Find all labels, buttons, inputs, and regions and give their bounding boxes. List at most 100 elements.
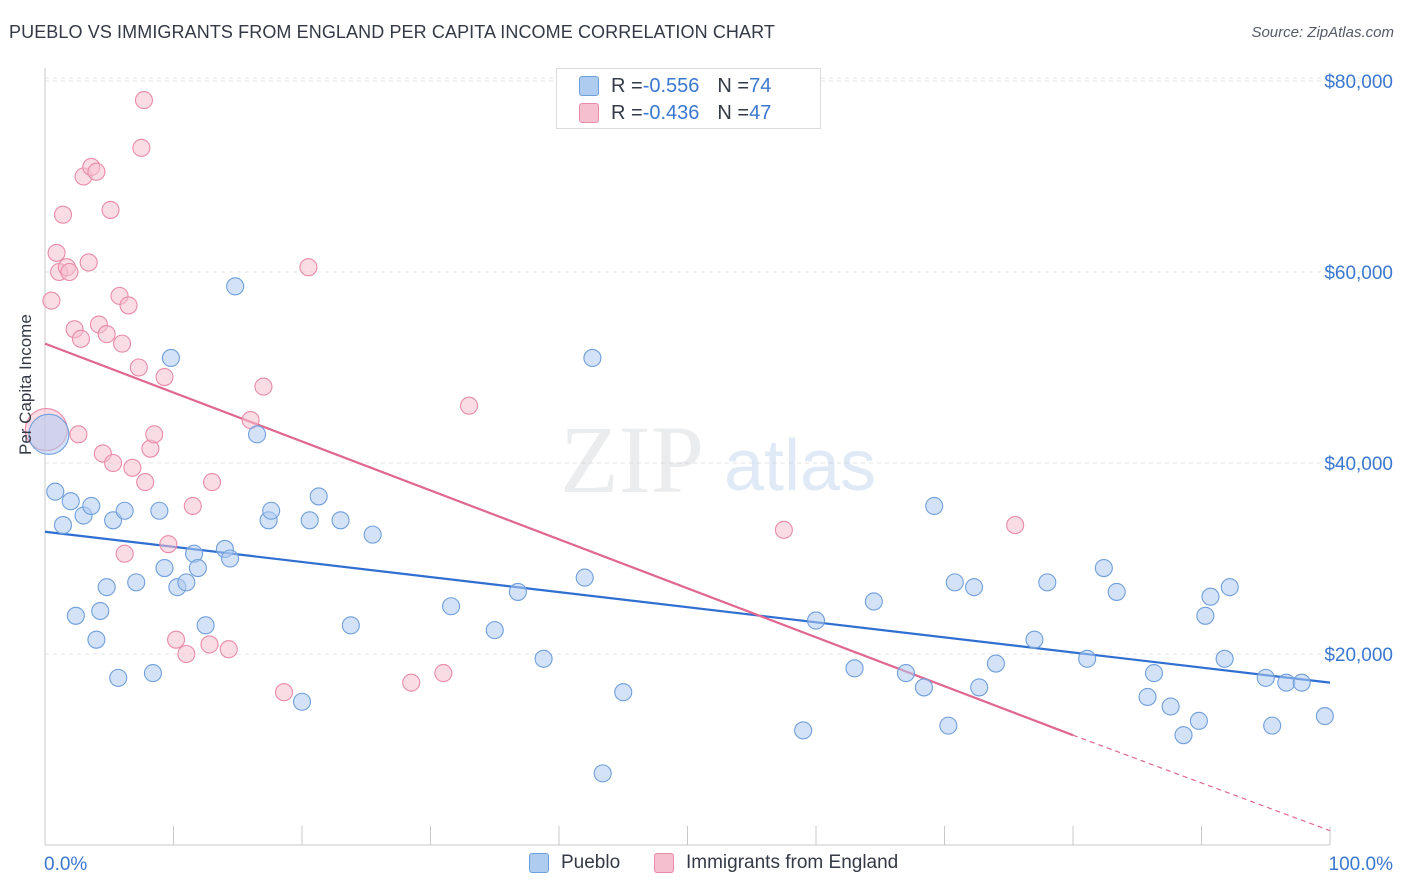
england-point: [69, 425, 88, 444]
pueblo-point: [593, 764, 612, 783]
pueblo-point: [1174, 726, 1193, 745]
pueblo-point: [53, 516, 73, 535]
pueblo-point: [1263, 716, 1282, 735]
pueblo-point: [1292, 673, 1311, 692]
pueblo-point: [1094, 558, 1113, 578]
pueblo-point: [66, 606, 85, 625]
legend-swatch-pink: [579, 103, 599, 123]
england-trend-extension: [1072, 734, 1331, 832]
pueblo-point: [91, 601, 110, 621]
pueblo-point: [196, 616, 215, 635]
legend-r-label: R =: [611, 101, 643, 124]
england-point: [134, 91, 153, 110]
england-point: [299, 258, 318, 277]
england-point: [97, 325, 116, 344]
england-point: [1006, 516, 1025, 535]
pueblo-point: [986, 654, 1005, 673]
legend-label-england: Immigrants from England: [686, 852, 899, 873]
england-trend-line: [44, 342, 1074, 737]
legend-n-label: N =: [717, 101, 750, 124]
pueblo-point: [155, 558, 174, 578]
legend-item-england[interactable]: Immigrants from England: [654, 852, 898, 874]
pueblo-point: [1038, 573, 1057, 592]
pueblo-point: [794, 721, 813, 740]
pueblo-point: [925, 496, 944, 516]
grid-lines: [45, 77, 1392, 655]
watermark-zip: ZIP: [560, 406, 704, 513]
pueblo-point: [1189, 711, 1208, 730]
england-point: [136, 473, 155, 492]
chart-title: PUEBLO VS IMMIGRANTS FROM ENGLAND PER CA…: [9, 22, 776, 42]
pueblo-point: [226, 277, 245, 296]
pueblo-point: [262, 501, 281, 520]
england-point: [155, 367, 174, 387]
pueblo-point: [1315, 707, 1334, 726]
pueblo-point: [143, 664, 162, 683]
pueblo-point: [1220, 578, 1239, 597]
pueblo-point: [1201, 587, 1220, 606]
england-point: [203, 473, 222, 492]
pueblo-point: [508, 582, 527, 601]
pueblo-point: [534, 649, 553, 668]
england-point: [459, 396, 479, 415]
pueblo-point: [864, 592, 883, 611]
england-point: [145, 425, 164, 444]
pueblo-point: [115, 501, 134, 520]
y-tick-label: $60,000: [1324, 263, 1393, 284]
legend-swatch-england: [654, 853, 674, 873]
england-point: [183, 496, 202, 516]
y-tick-label: $80,000: [1324, 72, 1393, 93]
england-point: [71, 329, 91, 348]
pueblo-point: [939, 716, 958, 735]
x-tick-label: 0.0%: [44, 854, 87, 875]
pueblo-point: [1107, 582, 1126, 601]
england-point: [132, 138, 151, 157]
x-tick-label: 100.0%: [1329, 854, 1394, 875]
pueblo-point: [309, 487, 328, 506]
england-point: [167, 630, 186, 649]
england-point: [53, 205, 73, 224]
pueblo-point: [300, 511, 319, 530]
pueblo-point: [575, 568, 594, 587]
y-axis-label: Per Capita Income: [16, 314, 35, 455]
legend-swatch-pueblo: [529, 853, 549, 873]
england-point: [200, 635, 219, 654]
pueblo-point: [292, 692, 312, 711]
y-tick-labels: $20,000 $40,000 $60,000 $80,000: [1324, 72, 1393, 666]
watermark: ZIP atlas: [560, 406, 876, 513]
pueblo-point: [87, 630, 106, 649]
legend-n-value: 74: [749, 74, 772, 97]
legend-row-england: R = -0.436 N = 47: [579, 101, 771, 125]
pueblo-point: [363, 525, 382, 544]
legend-r-value: -0.556: [642, 74, 700, 97]
legend-n-label: N =: [717, 74, 750, 97]
pueblo-point: [1078, 649, 1097, 668]
pueblo-point: [614, 683, 633, 702]
england-point: [113, 334, 132, 353]
pueblo-point: [97, 578, 116, 597]
pueblo-point: [247, 425, 267, 444]
pueblo-point: [109, 668, 128, 687]
pueblo-point: [965, 578, 984, 597]
data-points: [24, 91, 1334, 783]
pueblo-point: [341, 616, 360, 635]
england-point: [274, 683, 294, 702]
pueblo-point: [1138, 687, 1157, 707]
england-point: [123, 458, 142, 477]
england-point: [254, 377, 273, 396]
pueblo-point: [1215, 649, 1234, 668]
legend-item-pueblo[interactable]: Pueblo: [529, 852, 620, 874]
pueblo-point: [945, 573, 964, 592]
pueblo-point: [46, 482, 65, 501]
pueblo-point: [188, 558, 207, 578]
england-point: [42, 291, 61, 310]
axes: [44, 68, 1331, 846]
england-point: [47, 243, 66, 262]
pueblo-point: [896, 664, 916, 683]
pueblo-trend-line: [44, 530, 1331, 684]
legend-n-value: 47: [749, 101, 772, 124]
pueblo-point: [485, 621, 504, 640]
legend-r-label: R =: [611, 74, 643, 97]
pueblo-point: [806, 611, 826, 630]
